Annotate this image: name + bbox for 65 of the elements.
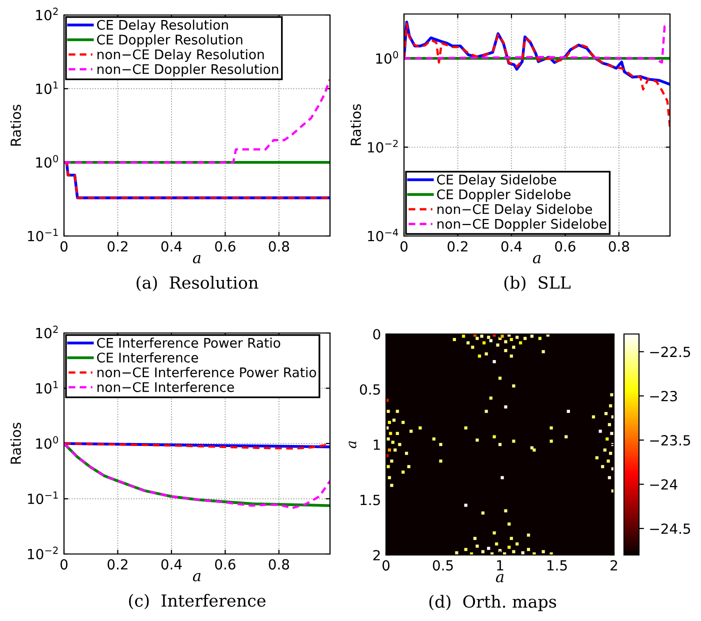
x-tick-label: 1	[497, 560, 504, 570]
legend-label: CE Interference	[97, 352, 198, 363]
x-tick-label: 2	[610, 560, 618, 570]
text: (a) Resolution	[136, 276, 258, 292]
x-axis-title: a	[496, 574, 504, 582]
color-bar-label: −24	[650, 479, 678, 490]
y-tick-label: 10$^{0}$	[376, 51, 398, 64]
legend-label: non−CE Interference Power Ratio	[98, 367, 316, 378]
y-tick-label: 1	[374, 440, 380, 450]
y-tick-label: 10$^{2}$	[36, 326, 58, 338]
x-tick-label: 0.4	[161, 241, 182, 252]
x-tick-label: 0.2	[448, 241, 468, 252]
text: (b) SLL	[504, 276, 571, 292]
x-tick-label: 0.4	[161, 559, 182, 570]
y-tick-label: 2	[373, 550, 380, 560]
x-tick-label: 0.6	[555, 241, 576, 252]
x-axis-title: a	[192, 254, 201, 264]
x-tick-label: 0	[60, 241, 68, 252]
y-axis-title: Ratios	[10, 422, 22, 464]
y-axis-title: Ratios	[10, 104, 22, 146]
y-tick-label: 10$^{1}$	[36, 381, 58, 394]
y-tick-label: 1.5	[360, 494, 380, 506]
legend-label: CE Delay Sidelobe	[437, 174, 556, 188]
y-axis-title: a	[348, 441, 356, 448]
legend-label: non−CE Delay Resolution	[98, 49, 264, 62]
y-axis-title: Ratios	[350, 104, 362, 146]
legend-label: non−CE Interference	[98, 382, 234, 392]
x-tick-label: 0.6	[215, 241, 236, 252]
x-tick-label: 1.5	[547, 560, 567, 571]
x-tick-label: 0.2	[108, 241, 128, 252]
y-tick-label: 10$^{−2}$	[368, 140, 398, 153]
x-tick-label: 0.2	[108, 559, 128, 570]
legend-label: CE Delay Resolution	[97, 20, 228, 32]
x-tick-label: 0	[60, 559, 68, 570]
y-tick-label: 10$^{−4}$	[368, 228, 398, 242]
x-tick-label: 0	[400, 241, 408, 252]
x-axis-title: a	[192, 572, 201, 582]
text: (d) Orth. maps	[429, 594, 556, 612]
x-tick-label: 0.8	[268, 241, 290, 252]
y-tick-label: 10$^{−1}$	[28, 492, 58, 504]
legend-label: CE Doppler Resolution	[97, 34, 242, 48]
color-bar-label: −23.5	[650, 435, 690, 446]
y-tick-label: 10$^{0}$	[36, 154, 58, 168]
y-tick-label: 10$^{2}$	[36, 8, 58, 20]
y-tick-label: 0	[373, 328, 380, 340]
text: (c) Interference	[129, 594, 266, 610]
x-tick-label: 0.8	[268, 559, 290, 570]
x-tick-label: 0.5	[432, 560, 453, 571]
color-bar-label: −24.5	[650, 523, 690, 534]
x-tick-label: 0.8	[608, 241, 630, 252]
x-axis-title: a	[532, 254, 541, 264]
legend-label: non−CE Doppler Resolution	[98, 64, 278, 77]
y-tick-label: 10$^{0}$	[36, 436, 58, 449]
x-tick-label: 0.4	[501, 241, 522, 252]
x-tick-label: 0.6	[215, 559, 236, 570]
color-bar-label: −23	[650, 390, 677, 402]
y-tick-label: 10$^{1}$	[36, 81, 58, 94]
legend-label: non−CE Doppler Sidelobe	[438, 218, 606, 232]
y-tick-label: 10$^{−1}$	[28, 228, 58, 242]
color-bar-label: −22.5	[650, 346, 690, 358]
legend-label: CE Interference Power Ratio	[97, 338, 280, 348]
legend-label: non−CE Delay Sidelobe	[438, 204, 592, 217]
y-tick-label: 10$^{−2}$	[28, 546, 58, 560]
y-tick-label: 0.5	[360, 384, 380, 395]
legend-label: CE Doppler Sidelobe	[437, 189, 571, 202]
